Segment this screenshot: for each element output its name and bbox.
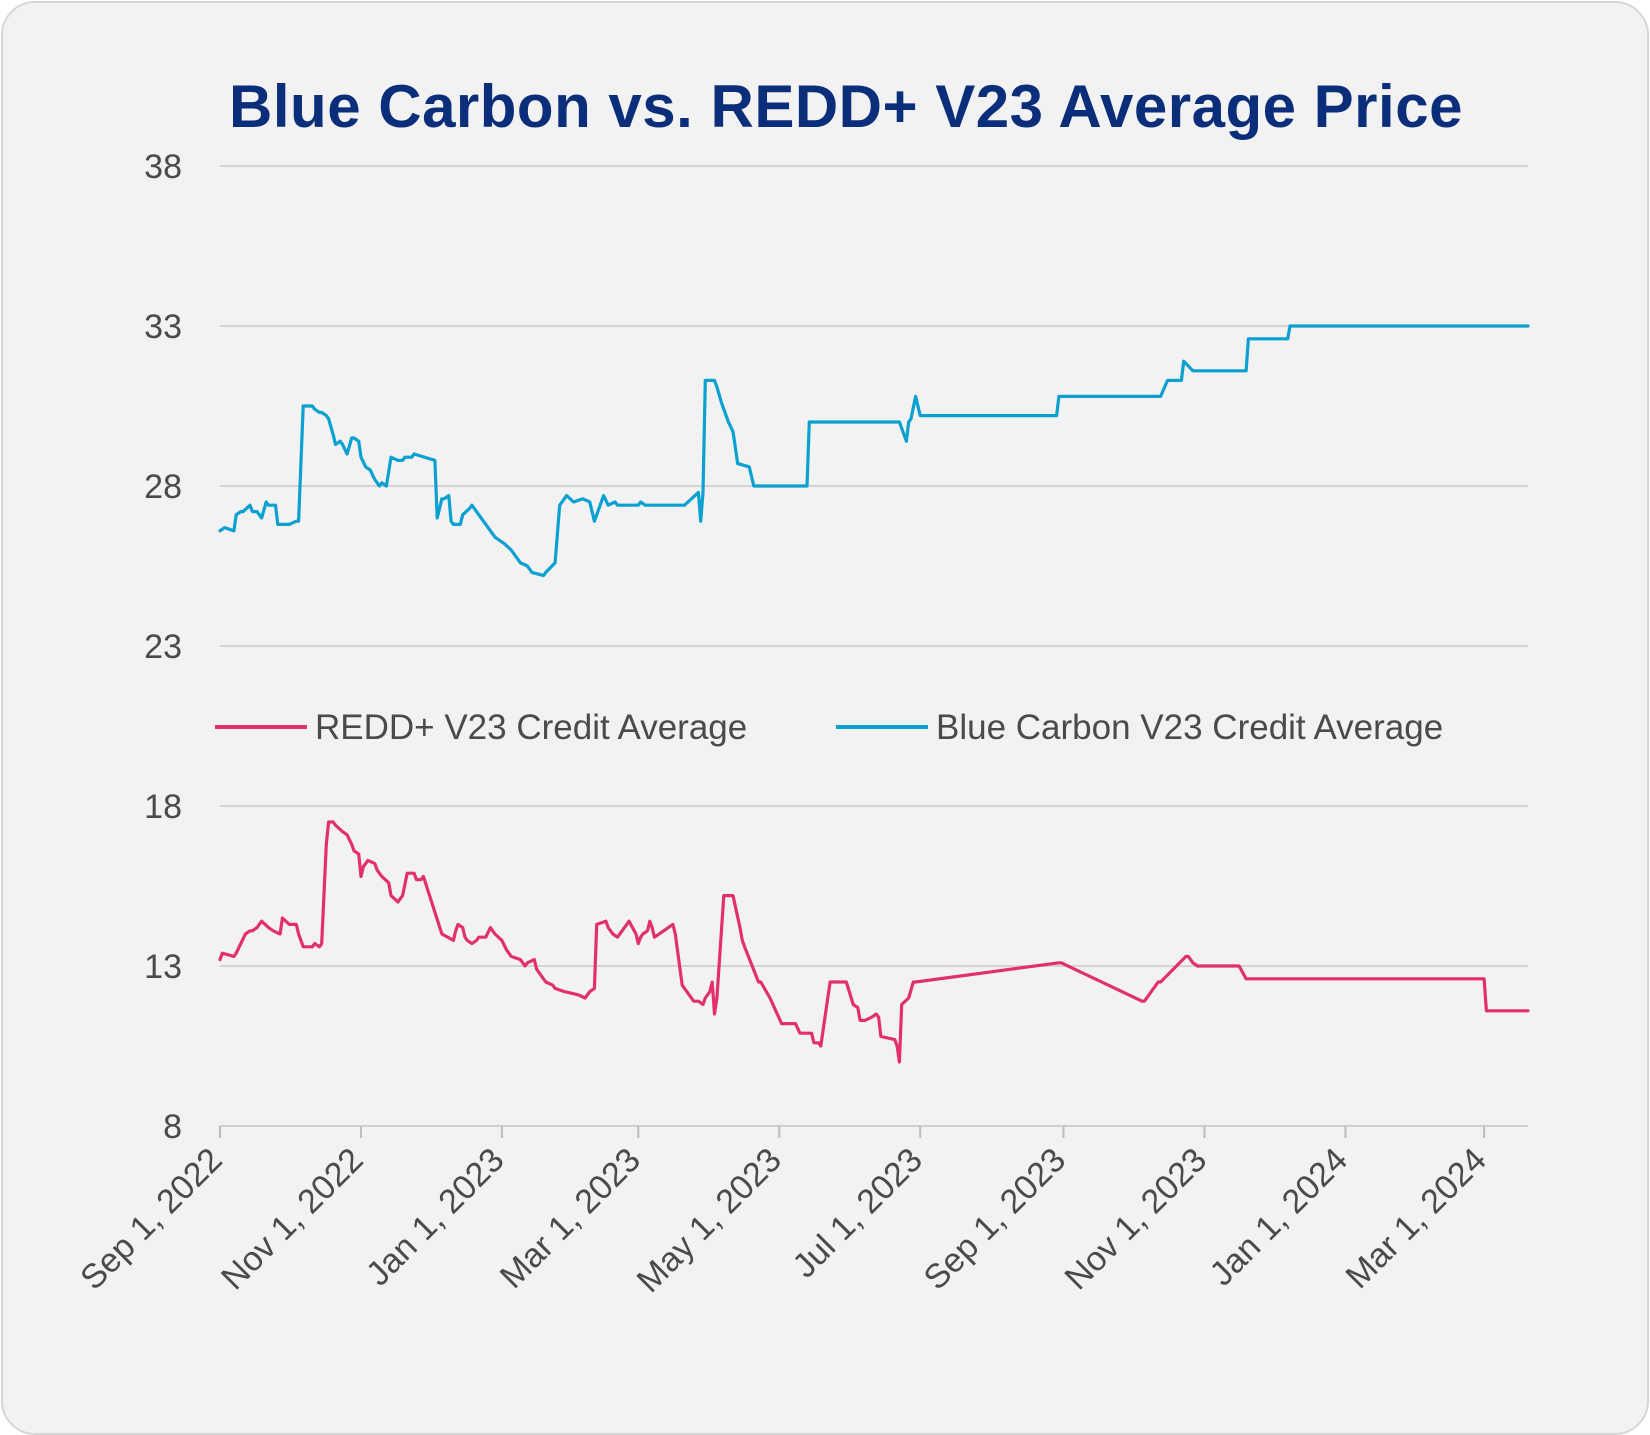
- x-tick-label: Jan 1, 2023: [359, 1141, 512, 1294]
- x-tick-label: Nov 1, 2023: [1058, 1141, 1215, 1298]
- y-tick-label: 38: [144, 148, 182, 186]
- y-tick-label: 18: [144, 788, 182, 826]
- series-line-redd: [218, 820, 1530, 1064]
- y-tick-label: 28: [144, 468, 182, 506]
- chart-title: Blue Carbon vs. REDD+ V23 Average Price: [229, 73, 1463, 140]
- gridlines: [220, 165, 1528, 967]
- y-tick-label: 33: [144, 308, 182, 346]
- series-line-blue-carbon: [218, 324, 1530, 578]
- legend-label: REDD+ V23 Credit Average: [315, 708, 747, 747]
- x-tick-label: Sep 1, 2022: [73, 1141, 230, 1298]
- x-tick-label: Mar 1, 2023: [493, 1141, 648, 1296]
- x-tick-label: Jul 1, 2023: [785, 1141, 930, 1286]
- y-axis-ticks: 8 13 18 23 28 33 38: [144, 148, 182, 1146]
- y-tick-label: 13: [144, 948, 182, 986]
- x-tick-label: Nov 1, 2022: [214, 1141, 371, 1298]
- y-tick-label: 23: [144, 628, 182, 666]
- x-tick-label: May 1, 2023: [630, 1141, 789, 1300]
- x-tick-label: Mar 1, 2024: [1339, 1141, 1494, 1296]
- legend-label: Blue Carbon V23 Credit Average: [936, 708, 1443, 747]
- y-tick-label: 8: [163, 1108, 182, 1146]
- x-tick-label: Jan 1, 2024: [1203, 1141, 1356, 1294]
- legend: REDD+ V23 Credit Average Blue Carbon V23 …: [215, 708, 1443, 747]
- series-lines: [218, 324, 1530, 1064]
- x-tick-label: Sep 1, 2023: [917, 1141, 1074, 1298]
